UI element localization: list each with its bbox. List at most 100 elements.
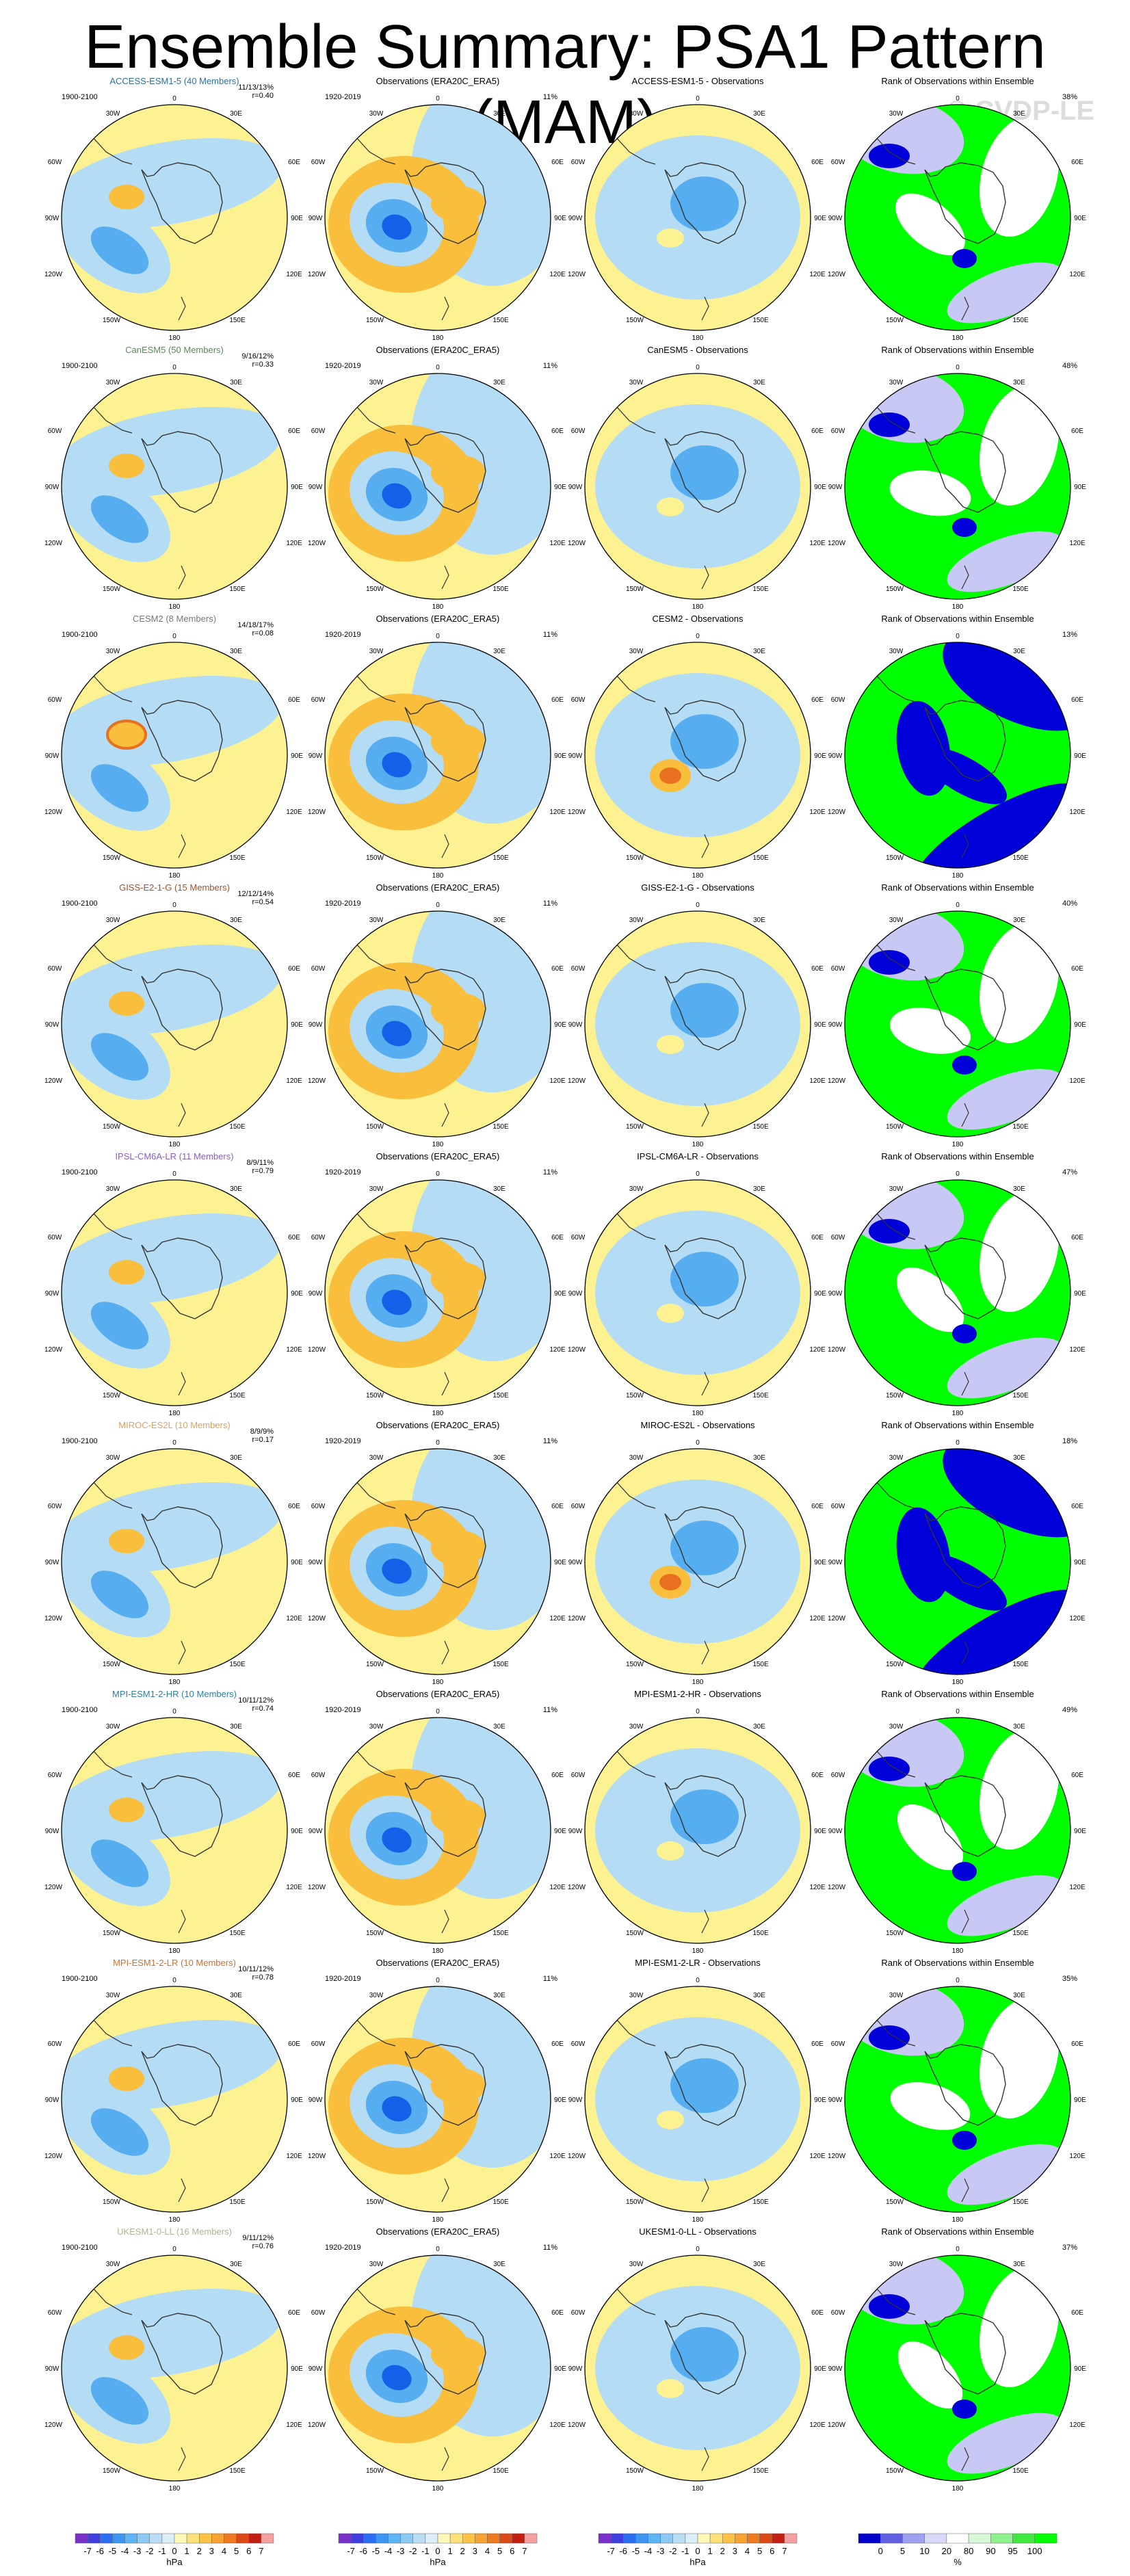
lon-label: 60W xyxy=(571,1234,586,1241)
lon-label: 90W xyxy=(828,1828,843,1835)
lon-label: 150E xyxy=(492,586,509,593)
rank-pct: 49% xyxy=(1062,1706,1077,1714)
rank-map: 30E 60E 90E 120E 150E 180 150W 120W 90W 60W 30W xyxy=(828,373,1086,611)
colorbar-swatch xyxy=(338,2533,352,2544)
rank-map: 30E 60E 90E 120E 150E 180 150W 120W 90W 60W 30W xyxy=(828,1986,1086,2224)
colorbar-swatch xyxy=(672,2533,686,2544)
colorbar-swatch xyxy=(174,2533,187,2544)
lon-label: 90W xyxy=(308,1828,323,1835)
lon-label: 30W xyxy=(889,1723,904,1731)
obs-years: 1920-2019 xyxy=(325,1706,361,1714)
new-zealand-coastline xyxy=(178,1371,186,1396)
lon-label: 180 xyxy=(692,2485,704,2493)
rank-pct: 38% xyxy=(1062,93,1077,101)
lon-label: 30E xyxy=(230,110,242,118)
colorbar-swatch xyxy=(211,2533,224,2544)
map-border xyxy=(61,104,288,331)
lon-label: 120W xyxy=(308,2153,326,2160)
contour-negative xyxy=(382,1021,412,1047)
lon-label: 90E xyxy=(1074,2365,1086,2373)
lon-label: 0 xyxy=(696,1708,700,1716)
lon-label: 0 xyxy=(436,633,440,640)
lon-label: 90E xyxy=(554,752,566,760)
lon-label: 90W xyxy=(568,1559,583,1566)
model-corr: r=0.74 xyxy=(252,1705,274,1713)
lon-label: 60W xyxy=(311,1234,326,1241)
lon-label: 180 xyxy=(432,872,444,880)
contour-positive xyxy=(657,1841,684,1861)
lon-label: 0 xyxy=(696,633,700,640)
antarctica-coastline xyxy=(664,2044,746,2126)
lon-label: 90W xyxy=(568,484,583,491)
colorbar-swatch xyxy=(524,2533,538,2544)
map-border xyxy=(61,1179,288,1406)
colorbar-swatch xyxy=(924,2533,947,2544)
colorbar-swatch xyxy=(161,2533,175,2544)
model-years: 1900-2100 xyxy=(62,1437,98,1445)
model-map: 30E 60E 90E 120E 150E 180 150W 120W 90W 60W 30W xyxy=(44,910,303,1148)
antarctica-coastline xyxy=(141,700,223,782)
rank-blob xyxy=(869,2025,910,2050)
lon-label: 120E xyxy=(809,271,826,278)
rank-title: Rank of Observations within Ensemble xyxy=(881,614,1034,624)
lon-label: 90E xyxy=(1074,1828,1086,1835)
lon-label: 90E xyxy=(554,2365,566,2373)
lon-label: 180 xyxy=(692,1679,704,1686)
rank-blob xyxy=(947,2413,1064,2474)
colorbar-tick-label: 95 xyxy=(1008,2546,1017,2556)
colorbar-swatch xyxy=(784,2533,798,2544)
lon-label: 180 xyxy=(952,1410,964,1417)
contour-negative xyxy=(90,495,149,543)
antarctica-coastline xyxy=(404,700,486,782)
lon-label: 150W xyxy=(366,317,384,324)
contour-positive xyxy=(657,1035,684,1054)
lon-label: 120E xyxy=(809,540,826,547)
model-title: GISS-E2-1-G (15 Members) xyxy=(119,882,230,893)
lon-label: 150W xyxy=(626,2198,644,2206)
colorbar-swatch xyxy=(902,2533,925,2544)
model-years: 1900-2100 xyxy=(62,93,98,101)
colorbar-tick-label: 5 xyxy=(234,2546,239,2556)
lon-label: 180 xyxy=(692,334,704,342)
lon-label: 150W xyxy=(626,586,644,593)
map-border xyxy=(584,2255,811,2482)
colorbar-unit: % xyxy=(954,2557,962,2567)
lon-label: 90E xyxy=(814,1290,826,1298)
map-border xyxy=(324,1986,551,2213)
model-stats: 10/11/12% xyxy=(238,1696,274,1705)
lon-label: 90W xyxy=(308,215,323,222)
lon-label: 90W xyxy=(828,1290,843,1298)
lon-label: 90W xyxy=(568,1021,583,1029)
lon-label: 30E xyxy=(753,648,765,655)
model-stats: 8/9/11% xyxy=(246,1159,274,1167)
lon-label: 150W xyxy=(886,2198,904,2206)
lon-label: 150W xyxy=(626,1661,644,1668)
new-zealand-coastline xyxy=(961,565,969,590)
lon-label: 120W xyxy=(828,1884,846,1891)
contour-negative xyxy=(670,1252,739,1306)
diff-title: ACCESS-ESM1-5 - Observations xyxy=(632,76,764,86)
lon-label: 180 xyxy=(169,334,181,342)
lon-label: 120E xyxy=(286,1615,302,1622)
lon-label: 90E xyxy=(554,1828,566,1835)
map-border xyxy=(584,373,811,600)
lon-label: 90E xyxy=(291,215,303,222)
model-stats: 12/12/14% xyxy=(237,890,274,898)
lon-label: 30W xyxy=(629,110,644,118)
obs-map: 30E 60E 90E 120E 150E 180 150W 120W 90W 60W 30W xyxy=(308,642,566,880)
lon-label: 150W xyxy=(366,1392,384,1399)
lon-label: 120W xyxy=(568,1615,586,1622)
colorbar-unit: hPa xyxy=(166,2557,183,2567)
colorbar-swatch xyxy=(685,2533,698,2544)
colorbar-tick-label: -1 xyxy=(421,2546,430,2556)
lon-label: 150E xyxy=(752,586,769,593)
lon-label: 30E xyxy=(1013,1992,1025,1999)
lon-label: 30E xyxy=(753,110,765,118)
lon-label: 60W xyxy=(48,2309,62,2317)
obs-map: 30E 60E 90E 120E 150E 180 150W 120W 90W 60W 30W xyxy=(308,910,566,1148)
lon-label: 90W xyxy=(568,2097,583,2104)
lon-label: 60E xyxy=(288,428,300,435)
rank-map: 30E 60E 90E 120E 150E 180 150W 120W 90W 60W 30W xyxy=(828,1717,1086,1955)
rank-blob xyxy=(947,1875,1064,1936)
model-map: 30E 60E 90E 120E 150E 180 150W 120W 90W 60W 30W xyxy=(44,642,303,880)
